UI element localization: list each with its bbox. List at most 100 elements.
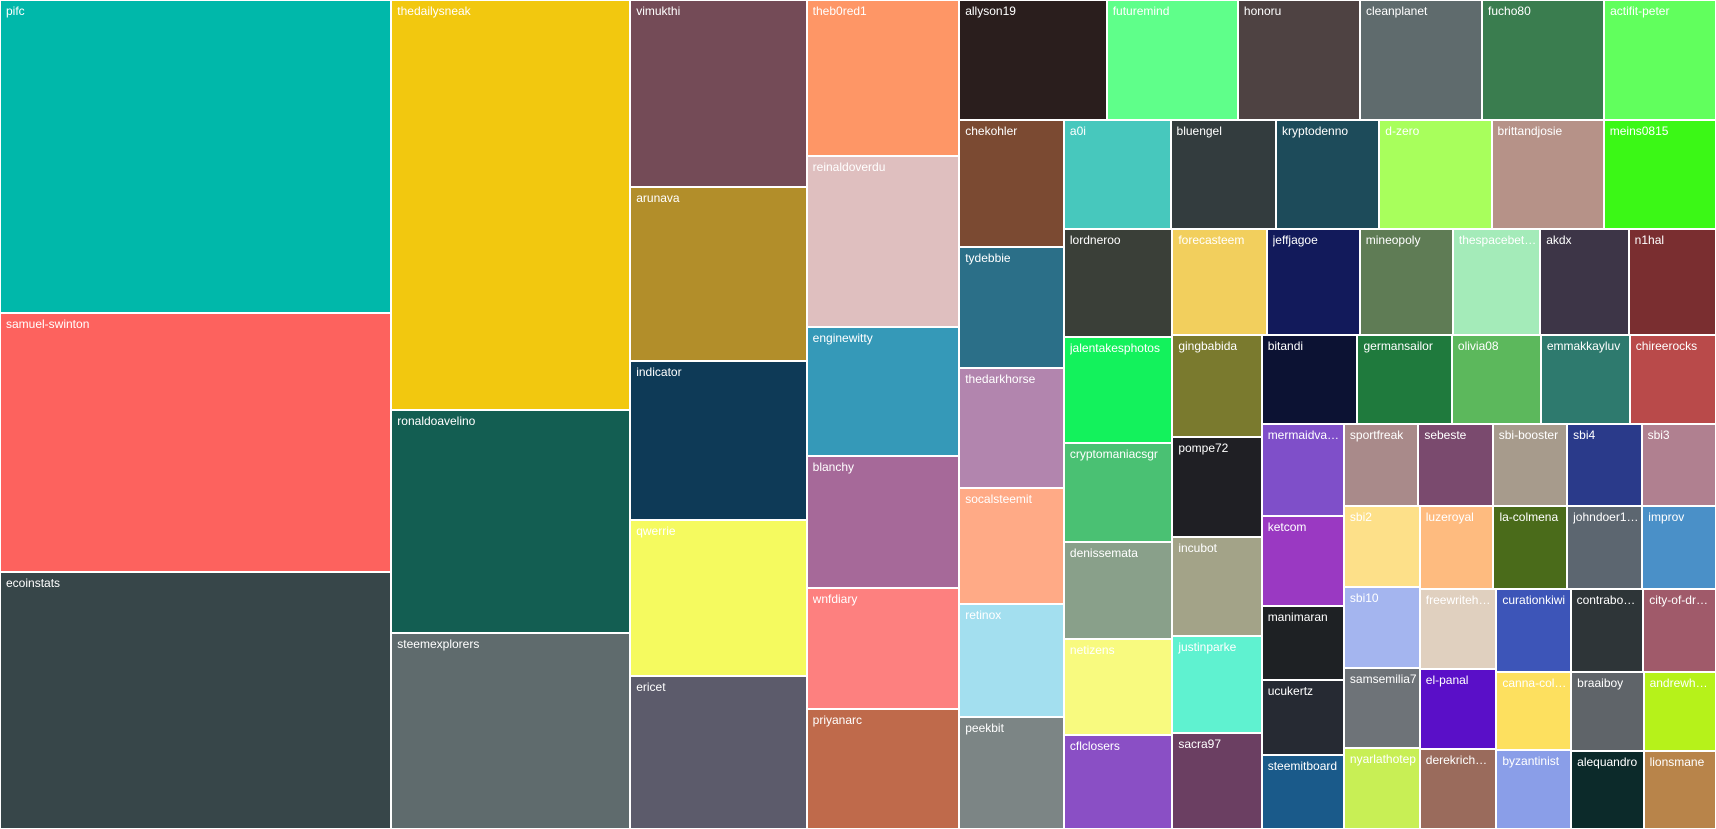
treemap-cell-label: kryptodenno [1282, 124, 1349, 139]
treemap-cell[interactable]: sbi3 [1641, 424, 1716, 507]
treemap-cell[interactable]: pompe72 [1172, 437, 1262, 538]
treemap-cell[interactable]: cryptomaniacsgr [1063, 442, 1173, 543]
treemap-cell[interactable]: manimaran [1261, 605, 1344, 681]
treemap-cell[interactable]: qwerrie [630, 520, 807, 677]
treemap-cell-label: justinparke [1178, 639, 1237, 654]
treemap-cell[interactable]: enginewitty [806, 327, 960, 456]
treemap-cell[interactable]: ketcom [1261, 516, 1344, 606]
treemap-cell[interactable]: honoru [1237, 0, 1360, 121]
treemap-cell[interactable]: peekbit [959, 716, 1064, 829]
treemap-cell[interactable]: thedailysneak [391, 0, 631, 410]
treemap-cell[interactable]: sebeste [1418, 424, 1493, 507]
treemap-cell[interactable]: nyarlathotep [1343, 748, 1420, 829]
treemap-cell[interactable]: brittandjosie [1491, 120, 1604, 230]
treemap-cell-label: netizens [1069, 643, 1115, 658]
treemap-cell-label: lordneroo [1069, 233, 1121, 248]
treemap-cell[interactable]: thespacebetweenus [1452, 229, 1541, 335]
treemap-cell[interactable]: theb0red1 [806, 0, 960, 157]
treemap-cell[interactable]: contrabourdon [1570, 589, 1644, 672]
treemap-cell-label: reinaldoverdu [812, 160, 886, 175]
treemap-cell[interactable]: mermaidvampire [1261, 424, 1344, 517]
treemap-cell[interactable]: city-of-dresden [1643, 589, 1716, 672]
treemap-cell[interactable]: johndoer123 [1567, 506, 1643, 590]
treemap-cell[interactable]: alequandro [1571, 751, 1644, 829]
treemap-cell[interactable]: la-colmena [1493, 506, 1568, 590]
treemap-cell[interactable]: sbi2 [1343, 506, 1420, 587]
treemap-cell[interactable]: socalsteemit [959, 487, 1064, 605]
treemap-cell[interactable]: actifit-peter [1604, 0, 1716, 121]
treemap-cell[interactable]: vimukthi [630, 0, 807, 188]
treemap-cell[interactable]: wnfdiary [806, 588, 960, 709]
treemap-cell[interactable]: steemitboard [1261, 754, 1344, 829]
treemap-cell-label: thedailysneak [397, 4, 471, 18]
treemap-cell[interactable]: germansailor [1357, 334, 1452, 424]
treemap-cell[interactable]: bluengel [1170, 120, 1277, 230]
treemap-cell[interactable]: lionsmane [1643, 751, 1716, 829]
treemap-cell[interactable]: samuel-swinton [0, 312, 392, 573]
treemap-cell[interactable]: tydebbie [959, 246, 1064, 369]
treemap-cell[interactable]: incubot [1172, 537, 1262, 636]
treemap-cell[interactable]: reinaldoverdu [806, 156, 960, 328]
treemap-cell[interactable]: denissemata [1063, 542, 1173, 640]
treemap-cell[interactable]: sportfreak [1343, 424, 1419, 507]
treemap-cell[interactable]: freewritehouse [1419, 589, 1497, 670]
treemap-cell[interactable]: d-zero [1379, 120, 1492, 230]
treemap-cell[interactable]: thedarkhorse [959, 368, 1064, 488]
treemap-cell-label: sebeste [1424, 428, 1467, 443]
treemap-cell[interactable]: ecoinstats [0, 572, 392, 829]
treemap-cell[interactable]: ucukertz [1261, 680, 1344, 755]
treemap-cell[interactable]: gingbabida [1172, 334, 1262, 438]
treemap-cell[interactable]: sbi-booster [1492, 424, 1568, 507]
treemap-cell[interactable]: sbi10 [1343, 586, 1420, 668]
treemap-cell[interactable]: braaiboy [1571, 671, 1644, 752]
treemap-cell[interactable]: byzantinist [1496, 750, 1572, 829]
treemap-cell[interactable]: andrewharland [1643, 671, 1716, 752]
treemap-cell-label: andrewharland [1649, 675, 1713, 690]
treemap-cell[interactable]: indicator [630, 360, 807, 521]
treemap-cell[interactable]: ericet [630, 676, 807, 829]
treemap-cell[interactable]: jeffjagoe [1266, 229, 1360, 335]
treemap-cell[interactable]: bitandi [1261, 334, 1358, 424]
treemap-cell[interactable]: olivia08 [1451, 334, 1541, 424]
treemap-cell[interactable]: sacra97 [1172, 733, 1262, 829]
treemap-cell[interactable]: pifc [0, 0, 392, 313]
treemap-cell[interactable]: futuremind [1106, 0, 1238, 121]
treemap-cell[interactable]: a0i [1063, 120, 1171, 230]
treemap-cell[interactable]: improv [1642, 506, 1716, 590]
treemap-cell[interactable]: akdx [1540, 229, 1629, 335]
treemap-cell-label: arunava [636, 191, 680, 206]
treemap-cell[interactable]: lordneroo [1063, 229, 1173, 337]
treemap-cell-label: allyson19 [965, 4, 1016, 18]
treemap-cell[interactable]: netizens [1063, 639, 1173, 736]
treemap-cell[interactable]: kryptodenno [1276, 120, 1380, 230]
treemap-cell[interactable]: luzeroyal [1419, 506, 1494, 590]
treemap-cell-label: olivia08 [1457, 338, 1499, 353]
treemap-cell[interactable]: forecasteem [1172, 229, 1267, 335]
treemap-cell[interactable]: retinox [959, 604, 1064, 717]
treemap-cell[interactable]: steemexplorers [391, 632, 631, 829]
treemap-cell[interactable]: jalentakesphotos [1063, 336, 1173, 443]
treemap-cell[interactable]: emmakkayluv [1540, 334, 1630, 424]
treemap-cell[interactable]: n1hal [1628, 229, 1716, 335]
treemap-cell[interactable]: samsemilia7 [1343, 667, 1420, 749]
treemap-cell[interactable]: cflclosers [1063, 735, 1173, 829]
treemap-cell[interactable]: blanchy [806, 455, 960, 589]
treemap-cell-label: sbi2 [1349, 510, 1372, 525]
treemap-cell[interactable]: meins0815 [1603, 120, 1716, 230]
treemap-cell[interactable]: mineopoly [1359, 229, 1453, 335]
treemap-cell[interactable]: arunava [630, 187, 807, 361]
treemap-cell[interactable]: canna-collective [1496, 671, 1572, 751]
treemap-cell[interactable]: derekrichardson [1419, 749, 1497, 829]
treemap-cell[interactable]: sbi4 [1567, 424, 1642, 507]
treemap-cell[interactable]: ronaldoavelino [391, 409, 631, 633]
treemap-cell[interactable]: allyson19 [959, 0, 1107, 121]
treemap-cell[interactable]: justinparke [1172, 635, 1262, 734]
treemap-cell[interactable]: fucho80 [1482, 0, 1605, 121]
treemap-cell[interactable]: curationkiwi [1496, 589, 1571, 672]
treemap-cell[interactable]: priyanarc [806, 708, 960, 829]
treemap-cell[interactable]: el-panal [1419, 669, 1497, 750]
treemap-cell[interactable]: chekohler [959, 120, 1064, 247]
treemap-cell[interactable]: chireerocks [1629, 334, 1716, 424]
treemap-cell[interactable]: cleanplanet [1359, 0, 1483, 121]
